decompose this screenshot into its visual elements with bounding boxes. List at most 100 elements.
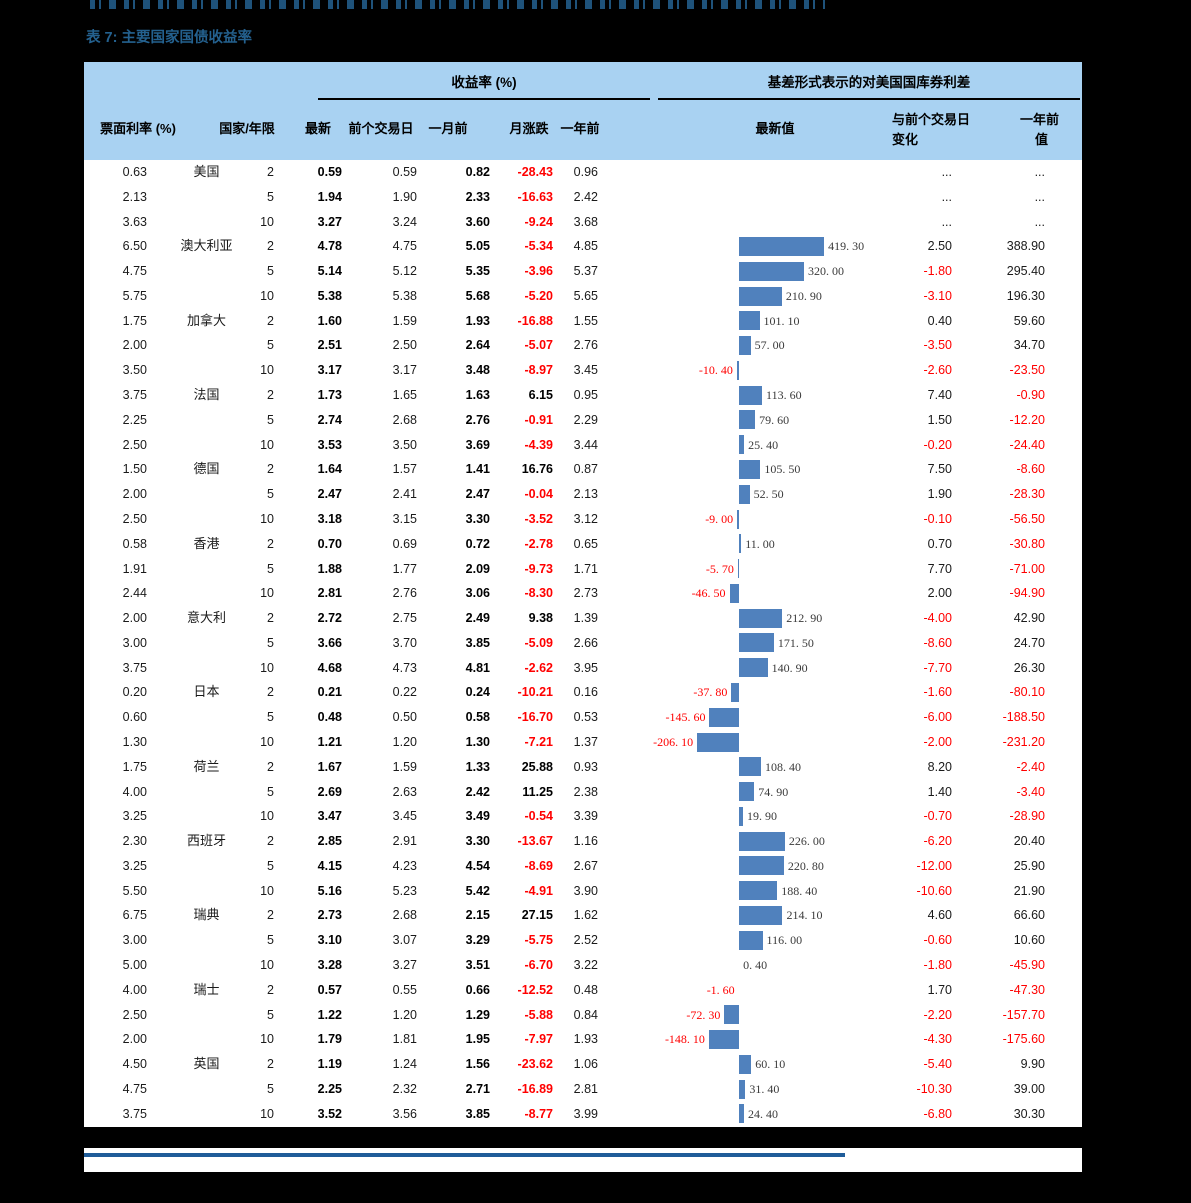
cell-latest: 2.85 [317, 834, 342, 849]
cell-country: 英国 [193, 1056, 220, 1072]
cell-year-ago-value: 59.60 [1013, 313, 1045, 328]
cell-year-ago-value: 25.90 [1013, 858, 1045, 873]
cell-month-chg: -8.97 [524, 363, 554, 378]
cell-latest: 3.17 [317, 363, 342, 378]
cell-tenor: 5 [267, 710, 274, 725]
cell-year-ago: 3.45 [573, 363, 598, 378]
cell-month-chg: -3.96 [524, 264, 554, 279]
cell-month-chg: -13.67 [517, 834, 553, 849]
cell-chg-vs-prev: ... [941, 189, 952, 204]
cell-country: 日本 [193, 684, 220, 700]
spread-bar-cell: 212. 90 [600, 606, 894, 631]
cell-latest: 2.69 [317, 784, 342, 799]
spread-bar-label: -5. 70 [705, 561, 734, 576]
cell-month-chg: -5.75 [524, 933, 554, 948]
cell-country: 意大利 [186, 610, 226, 626]
cell-latest: 3.66 [317, 635, 342, 650]
cell-year-ago: 2.29 [573, 412, 598, 427]
cell-month-ago: 5.68 [465, 288, 490, 303]
cell-country [159, 953, 254, 978]
spread-bar-label: -72. 30 [686, 1007, 721, 1022]
cell-chg-vs-prev: ... [941, 165, 952, 179]
table-row: 2.50 5 1.22 1.20 1.29 -5.88 0.84 -72. 30 -2.20 -1… [84, 1003, 1082, 1028]
cell-country [159, 358, 254, 383]
col-header-year-ago: 一年前 [560, 121, 600, 136]
spread-bar [739, 831, 785, 851]
cell-country [159, 1027, 254, 1052]
cell-prev-day: 1.57 [392, 462, 417, 477]
cell-year-ago: 3.90 [573, 883, 598, 898]
spread-bar [731, 683, 739, 702]
cell-prev-day: 4.23 [392, 858, 417, 873]
cell-chg-vs-prev: 7.50 [927, 462, 952, 477]
cell-month-ago: 3.48 [465, 363, 490, 378]
cell-year-ago: 2.52 [573, 933, 598, 948]
cell-month-chg: -5.07 [524, 338, 554, 353]
spread-bar-label: 0. 40 [743, 958, 768, 972]
cell-prev-day: 2.63 [392, 784, 417, 799]
cell-year-ago: 0.48 [573, 982, 598, 997]
cell-coupon: 0.63 [122, 165, 147, 179]
cell-coupon: 0.58 [122, 536, 147, 551]
spread-bar-cell: 116. 00 [600, 928, 894, 953]
cell-year-ago-value: 196.30 [1006, 288, 1045, 303]
cell-tenor: 5 [267, 1007, 274, 1022]
cell-month-chg: -16.70 [517, 710, 553, 725]
header-group-yield: 收益率 (%) [318, 68, 650, 100]
table-body: 0.63 美国 2 0.59 0.59 0.82 -28.43 0.96...... 2.13 5… [84, 160, 1082, 1127]
cell-month-chg: -6.70 [524, 958, 554, 972]
cell-prev-day: 2.68 [392, 908, 417, 923]
cell-month-chg: -9.73 [524, 561, 554, 576]
spread-bar [739, 806, 744, 826]
cell-year-ago: 0.16 [573, 685, 598, 700]
spread-bar [739, 1054, 752, 1074]
table-row: 1.75 荷兰 2 1.67 1.59 1.33 25.88 0.93 108. 40 8.20 -… [84, 755, 1082, 780]
spread-bar [739, 757, 761, 777]
table-row: 4.50 英国 2 1.19 1.24 1.56 -23.62 1.06 60. 10 -5.40… [84, 1052, 1082, 1077]
spread-bar-label: -148. 10 [664, 1032, 705, 1047]
spread-bar [736, 360, 739, 380]
cell-country [159, 854, 254, 879]
spread-bar-label: 116. 00 [766, 933, 803, 948]
cell-latest: 1.88 [317, 561, 342, 576]
cell-month-chg: 6.15 [528, 388, 553, 403]
cell-country: 德国 [193, 461, 220, 477]
cell-coupon: 0.20 [122, 685, 147, 700]
cell-month-ago: 3.69 [465, 437, 490, 452]
cell-latest: 5.14 [317, 264, 342, 279]
cell-tenor: 10 [260, 511, 274, 526]
cell-tenor: 10 [260, 586, 274, 601]
cell-latest: 3.52 [317, 1106, 342, 1121]
cell-country: 荷兰 [193, 758, 220, 774]
cell-month-chg: -4.39 [524, 437, 554, 452]
table-row: 4.75 5 2.25 2.32 2.71 -16.89 2.81 31. 40 -10.30 3… [84, 1077, 1082, 1102]
cell-month-chg: 16.76 [521, 462, 553, 477]
cell-month-chg: -5.09 [524, 635, 554, 650]
cell-month-ago: 0.58 [465, 710, 490, 725]
spread-bar-label: 140. 90 [771, 660, 808, 675]
cell-year-ago: 5.65 [573, 288, 598, 303]
col-header-year-value: 一年前 值 [1020, 110, 1080, 150]
cell-month-ago: 1.30 [465, 734, 490, 749]
cell-prev-day: 3.24 [392, 214, 417, 229]
cell-month-ago: 5.05 [465, 239, 490, 254]
cell-chg-vs-prev: -7.70 [923, 660, 953, 675]
cell-chg-vs-prev: -3.10 [923, 288, 953, 303]
cell-tenor: 2 [267, 685, 274, 700]
cell-month-ago: 4.54 [465, 858, 490, 873]
cell-month-ago: 1.63 [465, 388, 490, 403]
cell-year-ago: 2.13 [573, 487, 598, 502]
spread-bar-label: 24. 40 [747, 1106, 778, 1121]
cell-country [159, 557, 254, 582]
table-row: 5.50 10 5.16 5.23 5.42 -4.91 3.90 188. 40 -10.60… [84, 879, 1082, 904]
spread-bar-cell: 210. 90 [600, 284, 894, 309]
spread-bar-cell: 419. 30 [600, 234, 894, 259]
spread-bar-cell: 31. 40 [600, 1077, 894, 1102]
spread-bar-label: 60. 10 [755, 1057, 786, 1072]
cell-chg-vs-prev: 1.90 [927, 487, 952, 502]
cell-latest: 1.21 [317, 734, 342, 749]
spread-bar-label: -37. 80 [693, 685, 728, 700]
spread-bar-label: 220. 80 [787, 858, 824, 873]
cell-prev-day: 1.20 [392, 1007, 417, 1022]
